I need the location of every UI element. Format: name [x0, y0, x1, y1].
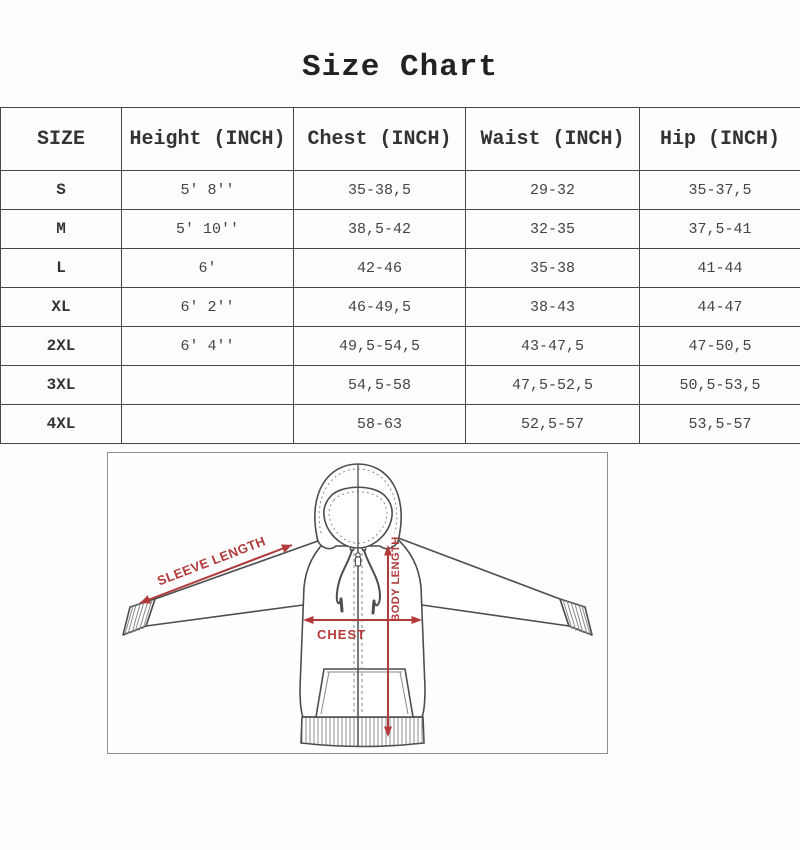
- page-title: Size Chart: [0, 50, 800, 92]
- chest-label: CHEST: [317, 627, 366, 642]
- height-cell: [122, 366, 294, 405]
- table-row-xl: XL 6' 2'' 46-49,5 38-43 44-47: [1, 288, 800, 327]
- table-row-m: M 5' 10'' 38,5-42 32-35 37,5-41: [1, 210, 800, 249]
- size-cell: L: [1, 249, 122, 288]
- size-chart-table: SIZE Height (INCH) Chest (INCH) Waist (I…: [0, 107, 800, 444]
- chest-cell: 38,5-42: [294, 210, 466, 249]
- table-row-3xl: 3XL 54,5-58 47,5-52,5 50,5-53,5: [1, 366, 800, 405]
- hip-cell: 35-37,5: [640, 171, 800, 210]
- hem-band: [301, 717, 424, 747]
- chest-cell: 54,5-58: [294, 366, 466, 405]
- waist-cell: 43-47,5: [466, 327, 640, 366]
- column-header-chest: Chest (INCH): [294, 108, 466, 171]
- height-cell: [122, 405, 294, 444]
- waist-cell: 47,5-52,5: [466, 366, 640, 405]
- size-cell: S: [1, 171, 122, 210]
- column-header-hip: Hip (INCH): [640, 108, 800, 171]
- hip-cell: 47-50,5: [640, 327, 800, 366]
- height-cell: 6' 4'': [122, 327, 294, 366]
- chest-cell: 58-63: [294, 405, 466, 444]
- chest-cell: 42-46: [294, 249, 466, 288]
- waist-cell: 32-35: [466, 210, 640, 249]
- kangaroo-pocket: [316, 669, 413, 717]
- height-cell: 5' 10'': [122, 210, 294, 249]
- table-row-l: L 6' 42-46 35-38 41-44: [1, 249, 800, 288]
- size-cell: XL: [1, 288, 122, 327]
- zipper-pull: [355, 557, 360, 566]
- height-cell: 6': [122, 249, 294, 288]
- hip-cell: 37,5-41: [640, 210, 800, 249]
- column-header-waist: Waist (INCH): [466, 108, 640, 171]
- hood: [315, 464, 401, 549]
- size-cell: 3XL: [1, 366, 122, 405]
- size-cell: M: [1, 210, 122, 249]
- hip-cell: 53,5-57: [640, 405, 800, 444]
- hip-cell: 41-44: [640, 249, 800, 288]
- hip-cell: 44-47: [640, 288, 800, 327]
- hip-cell: 50,5-53,5: [640, 366, 800, 405]
- height-cell: 6' 2'': [122, 288, 294, 327]
- hoodie-illustration: SLEEVE LENGTH BODY LENGTH CHEST: [108, 453, 607, 753]
- height-cell: 5' 8'': [122, 171, 294, 210]
- waist-cell: 52,5-57: [466, 405, 640, 444]
- waist-cell: 38-43: [466, 288, 640, 327]
- column-header-size: SIZE: [1, 108, 122, 171]
- table-row-s: S 5' 8'' 35-38,5 29-32 35-37,5: [1, 171, 800, 210]
- size-cell: 2XL: [1, 327, 122, 366]
- table-row-2xl: 2XL 6' 4'' 49,5-54,5 43-47,5 47-50,5: [1, 327, 800, 366]
- header-row: SIZE Height (INCH) Chest (INCH) Waist (I…: [1, 108, 800, 171]
- waist-cell: 29-32: [466, 171, 640, 210]
- body-length-label: BODY LENGTH: [390, 536, 402, 621]
- measurement-diagram: SLEEVE LENGTH BODY LENGTH CHEST: [107, 452, 608, 754]
- column-header-height: Height (INCH): [122, 108, 294, 171]
- chest-cell: 35-38,5: [294, 171, 466, 210]
- table-row-4xl: 4XL 58-63 52,5-57 53,5-57: [1, 405, 800, 444]
- size-cell: 4XL: [1, 405, 122, 444]
- chest-cell: 49,5-54,5: [294, 327, 466, 366]
- chest-cell: 46-49,5: [294, 288, 466, 327]
- waist-cell: 35-38: [466, 249, 640, 288]
